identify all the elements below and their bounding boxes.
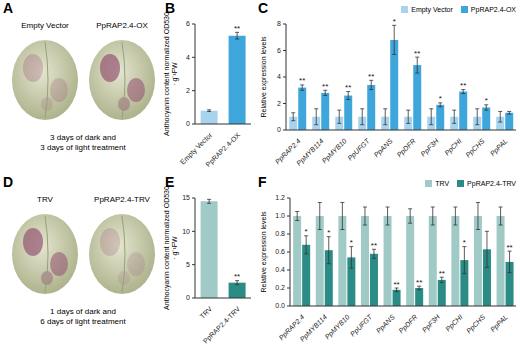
svg-text:3 days of dark and: 3 days of dark and xyxy=(50,133,116,142)
svg-text:*: * xyxy=(485,96,488,105)
svg-text:**: ** xyxy=(393,280,399,289)
svg-text:PpCHI: PpCHI xyxy=(444,313,464,333)
svg-text:TRV: TRV xyxy=(198,305,213,320)
html-text:C: C xyxy=(258,0,269,16)
svg-text:2: 2 xyxy=(186,87,190,94)
svg-text:PpMYB114: PpMYB114 xyxy=(299,313,329,343)
svg-text:6: 6 xyxy=(277,47,281,54)
html-text:Empty Vector: Empty Vector xyxy=(411,6,453,13)
svg-text:*: * xyxy=(393,17,396,26)
svg-text:15: 15 xyxy=(182,194,190,201)
svg-text:*: * xyxy=(327,228,330,237)
svg-text:**: ** xyxy=(416,278,422,287)
svg-text:*: * xyxy=(439,94,442,103)
html-text:Anthocyanin content normalized: Anthocyanin content normalized OD530 · g… xyxy=(163,12,178,136)
svg-text:PpDFR: PpDFR xyxy=(397,313,419,335)
svg-text:6 days of light treatment: 6 days of light treatment xyxy=(40,317,126,326)
svg-text:PpANS: PpANS xyxy=(375,313,397,335)
svg-text:Empty Vector: Empty Vector xyxy=(178,131,214,166)
svg-text:0: 0 xyxy=(186,120,190,127)
svg-text:PpMYB10: PpMYB10 xyxy=(320,137,348,165)
html-text:E: E xyxy=(165,174,175,190)
svg-text:**: ** xyxy=(506,243,512,252)
svg-text:**: ** xyxy=(345,83,351,92)
svg-text:0: 0 xyxy=(186,294,190,301)
svg-text:10: 10 xyxy=(182,228,190,235)
html-text:TRV: TRV xyxy=(435,180,450,187)
svg-text:*: * xyxy=(463,238,466,247)
svg-text:A: A xyxy=(3,0,13,16)
svg-text:**: ** xyxy=(234,24,240,33)
svg-text:PpDFR: PpDFR xyxy=(396,137,418,159)
svg-text:0: 0 xyxy=(277,126,281,133)
svg-text:0.2: 0.2 xyxy=(275,284,285,291)
svg-text:PpRAP2.4: PpRAP2.4 xyxy=(273,137,302,166)
svg-text:**: ** xyxy=(460,81,466,90)
svg-text:0.0: 0.0 xyxy=(275,302,285,309)
svg-text:PpRAP2.4: PpRAP2.4 xyxy=(277,313,306,342)
svg-text:3 days of light treatment: 3 days of light treatment xyxy=(40,143,126,152)
html-text:B: B xyxy=(165,0,176,16)
svg-text:5: 5 xyxy=(186,261,190,268)
svg-text:PpCHS: PpCHS xyxy=(465,313,487,335)
svg-text:0.8: 0.8 xyxy=(275,230,285,237)
svg-text:Empty Vector: Empty Vector xyxy=(21,21,69,30)
html-text:Relative expression levels: Relative expression levels xyxy=(260,211,267,293)
svg-text:PpRAP2.4-OX: PpRAP2.4-OX xyxy=(204,131,242,169)
svg-text:*: * xyxy=(350,238,353,247)
svg-text:1.0: 1.0 xyxy=(275,212,285,219)
svg-text:0.6: 0.6 xyxy=(275,248,285,255)
svg-text:2: 2 xyxy=(277,100,281,107)
svg-text:PpPAL: PpPAL xyxy=(489,137,510,158)
svg-text:PpRAP2.4-TRV: PpRAP2.4-TRV xyxy=(94,195,151,204)
svg-text:PpMYB114: PpMYB114 xyxy=(295,137,325,167)
svg-text:TRV: TRV xyxy=(37,195,54,204)
svg-text:0.4: 0.4 xyxy=(275,266,285,273)
svg-text:PpCHS: PpCHS xyxy=(464,137,486,159)
svg-text:D: D xyxy=(3,174,13,190)
svg-text:**: ** xyxy=(371,241,377,250)
svg-text:*: * xyxy=(305,227,308,236)
html-text:PpRAP2.4-OX: PpRAP2.4-OX xyxy=(470,6,516,13)
svg-text:PpMYB10: PpMYB10 xyxy=(323,313,351,341)
html-text:PpRAP2.4-TRV: PpRAP2.4-TRV xyxy=(467,180,516,187)
svg-text:PpRAP2.4-OX: PpRAP2.4-OX xyxy=(96,21,148,30)
svg-text:PpUFGT: PpUFGT xyxy=(346,137,372,163)
svg-text:PpPAL: PpPAL xyxy=(489,313,510,334)
html-text:Relative expression levels: Relative expression levels xyxy=(260,36,267,118)
svg-text:1.2: 1.2 xyxy=(275,194,285,201)
svg-text:**: ** xyxy=(368,72,374,81)
svg-text:4: 4 xyxy=(277,73,281,80)
svg-text:**: ** xyxy=(322,82,328,91)
svg-text:1 days of dark and: 1 days of dark and xyxy=(50,307,116,316)
svg-text:PpANS: PpANS xyxy=(373,137,395,159)
svg-text:PpF3H: PpF3H xyxy=(419,137,441,159)
svg-text:8: 8 xyxy=(277,20,281,27)
svg-text:6: 6 xyxy=(186,20,190,27)
svg-text:4: 4 xyxy=(186,54,190,61)
svg-text:**: ** xyxy=(234,272,240,281)
html-text:F: F xyxy=(258,174,267,190)
svg-text:PpUFGT: PpUFGT xyxy=(349,313,375,339)
svg-text:**: ** xyxy=(299,76,305,85)
html-text:Anthocyanin content normalized: Anthocyanin content normalized OD530 · g… xyxy=(163,186,178,310)
svg-text:PpRAP2.4-TRV: PpRAP2.4-TRV xyxy=(202,305,242,345)
svg-text:**: ** xyxy=(414,49,420,58)
svg-text:PpF3H: PpF3H xyxy=(421,313,443,335)
svg-text:**: ** xyxy=(439,269,445,278)
svg-text:PpCHI: PpCHI xyxy=(443,137,463,157)
